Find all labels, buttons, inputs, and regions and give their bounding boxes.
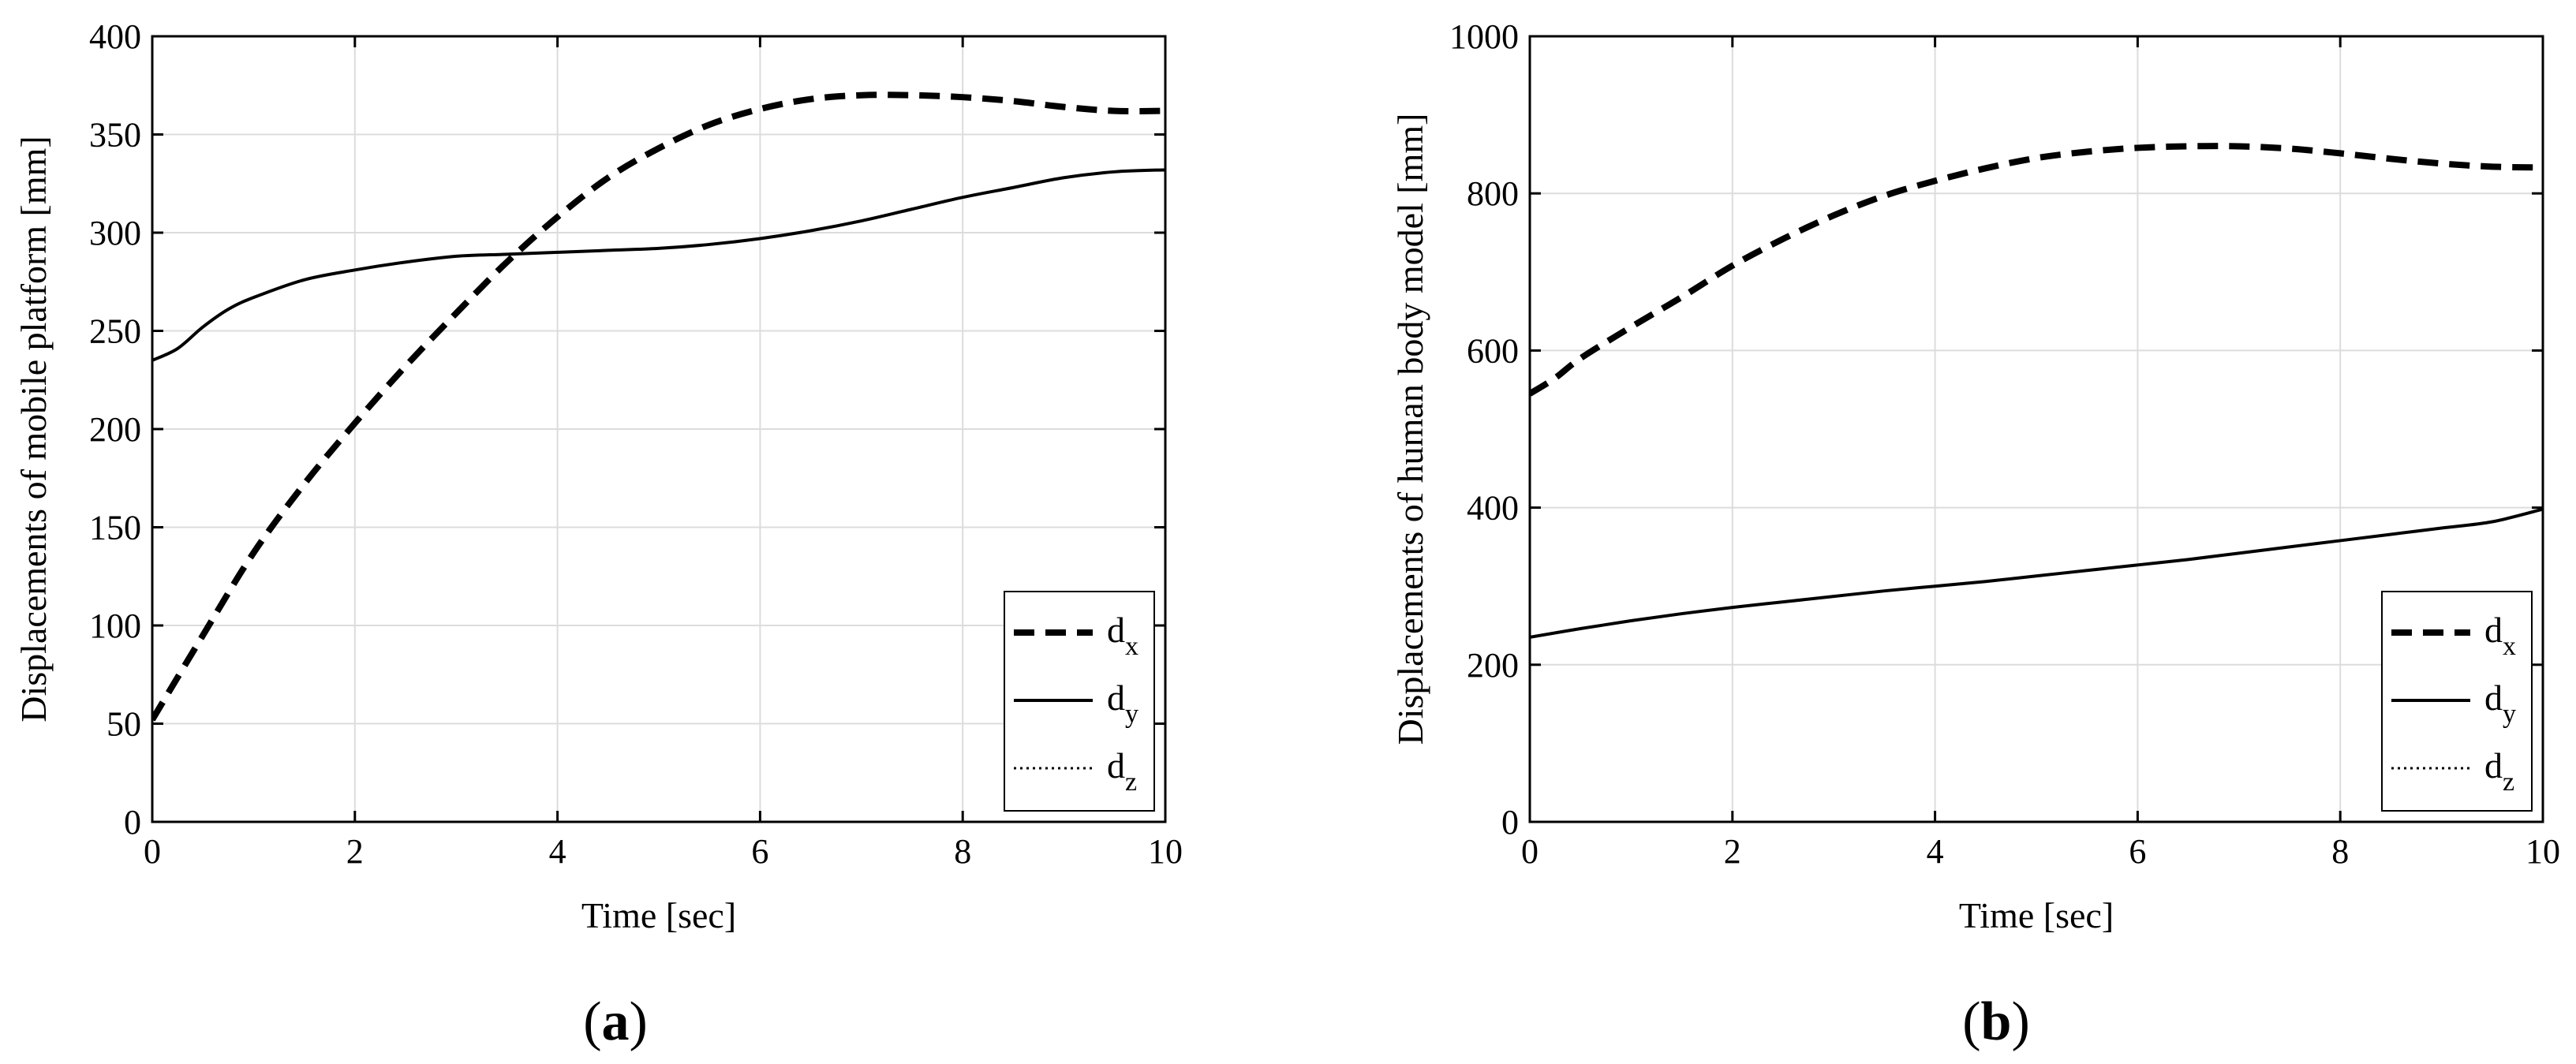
legend-label-subscript: z [2503, 767, 2514, 797]
y-tick-label: 300 [89, 214, 141, 252]
y-axis-title: Displacements of mobile platform [mm] [13, 136, 54, 722]
panel-label: (a) [583, 991, 648, 1052]
x-axis-title: Time [sec] [1959, 895, 2114, 935]
panel-label-letter: a [602, 991, 630, 1052]
legend-label-base: d [1107, 678, 1125, 718]
panel-label-close-paren: ) [630, 991, 648, 1052]
x-tick-label: 10 [1148, 832, 1183, 871]
legend-label: dy [1107, 678, 1138, 729]
x-axis-title: Time [sec] [581, 895, 736, 935]
y-tick-label: 400 [1467, 489, 1519, 528]
series-group [152, 91, 1165, 822]
series-line-dy [152, 168, 1165, 362]
y-tick-label: 200 [1467, 646, 1519, 685]
legend-label-base: d [2484, 610, 2503, 650]
x-tick-label: 0 [1521, 832, 1538, 871]
y-tick-label: 200 [89, 410, 141, 449]
y-tick-label: 50 [107, 705, 141, 744]
legend-label-subscript: y [1125, 700, 1138, 729]
legend-label: dx [1107, 610, 1138, 661]
x-tick-label: 8 [954, 832, 971, 871]
series-line-dx [1530, 143, 2543, 397]
panel-label-letter: b [1981, 991, 2012, 1052]
x-tick-label: 0 [144, 832, 161, 871]
x-tick-label: 4 [1927, 832, 1944, 871]
y-tick-label: 250 [89, 312, 141, 351]
series-line-dy [1530, 507, 2543, 639]
legend-label: dz [2484, 745, 2514, 797]
x-tick-label: 6 [2129, 832, 2146, 871]
legend-label: dx [2484, 610, 2516, 661]
y-tick-label: 350 [89, 116, 141, 155]
y-tick-label: 150 [89, 509, 141, 547]
legend-label-subscript: y [2503, 700, 2516, 729]
chart-panel-b: 0 2 4 6 8 10 0 200 400 600 800 1000 Time [sec] Displa… [1390, 17, 2560, 1052]
legend-label: dy [2484, 678, 2516, 729]
x-tick-label: 2 [1724, 832, 1741, 871]
x-tick-label: 8 [2331, 832, 2349, 871]
y-tick-label: 600 [1467, 331, 1519, 370]
panel-label-open-paren: ( [1962, 991, 1980, 1052]
legend-label: dz [1107, 745, 1137, 797]
legend-label-base: d [2484, 678, 2503, 718]
x-tick-label: 6 [751, 832, 768, 871]
x-tick-label: 10 [2526, 832, 2560, 871]
x-tick-label: 4 [549, 832, 566, 871]
legend-label-subscript: x [2503, 632, 2516, 661]
series-line-dx [152, 91, 1165, 722]
y-tick-label: 400 [89, 17, 141, 56]
legend-label-base: d [1107, 745, 1125, 786]
x-tick-label: 2 [346, 832, 364, 871]
legend-label-base: d [2484, 745, 2503, 786]
y-tick-label: 0 [1501, 803, 1519, 842]
y-axis-title: Displacements of human body model [mm] [1390, 113, 1430, 745]
y-tick-label: 800 [1467, 174, 1519, 213]
y-tick-label: 0 [124, 803, 141, 842]
legend-label-base: d [1107, 610, 1125, 650]
panel-label-close-paren: ) [2011, 991, 2029, 1052]
y-tick-label: 1000 [1449, 17, 1519, 56]
panel-label-open-paren: ( [583, 991, 601, 1052]
legend-label-subscript: x [1125, 632, 1138, 661]
legend-label-subscript: z [1125, 767, 1137, 797]
y-tick-label: 100 [89, 607, 141, 645]
panel-label: (b) [1962, 991, 2030, 1052]
series-group [1530, 143, 2543, 822]
